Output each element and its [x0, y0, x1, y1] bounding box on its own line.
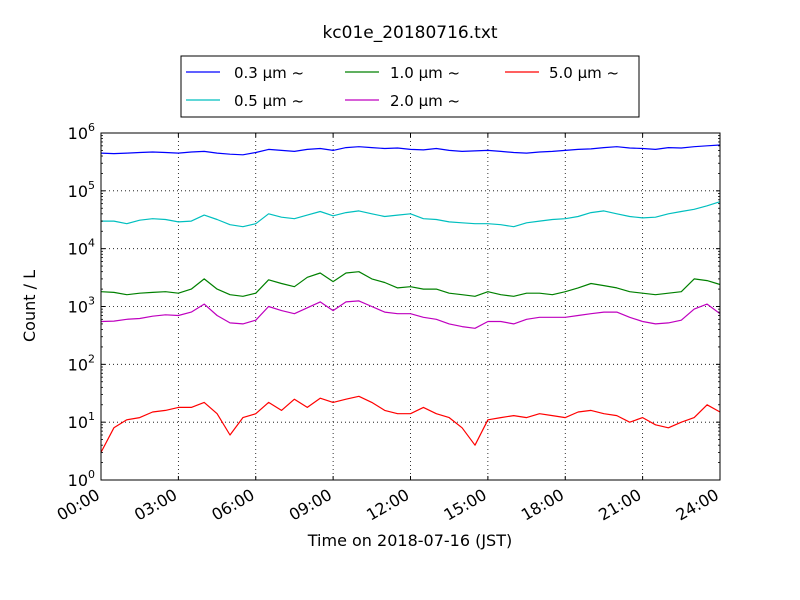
series-line-4 [100, 395, 721, 453]
y-tick-exponent: 5 [88, 179, 95, 192]
y-tick-base: 10 [68, 182, 88, 201]
legend-label: 1.0 μm ~ [390, 64, 460, 82]
y-tick-label: 101 [68, 410, 95, 432]
ticks [100, 132, 721, 481]
x-axis-label: Time on 2018-07-16 (JST) [307, 531, 512, 550]
legend-label: 0.3 μm ~ [234, 64, 304, 82]
legend-label: 2.0 μm ~ [390, 92, 460, 110]
legend: 0.3 μm ~ 0.5 μm ~ 1.0 μm ~ 2.0 μm ~ 5.0 μm ~ [180, 55, 640, 118]
y-tick-label: 103 [68, 295, 95, 317]
legend-box [180, 55, 640, 118]
legend-label: 5.0 μm ~ [549, 64, 619, 82]
y-tick-label: 106 [68, 121, 95, 143]
y-tick-label: 102 [68, 352, 95, 374]
y-tick-exponent: 6 [88, 121, 95, 134]
y-tick-base: 10 [68, 413, 88, 432]
y-tick-exponent: 0 [88, 468, 95, 481]
y-tick-exponent: 4 [88, 237, 95, 250]
series-line-0 [100, 144, 721, 156]
y-tick-exponent: 1 [88, 410, 95, 423]
y-tick-base: 10 [68, 355, 88, 374]
legend-label: 0.5 μm ~ [234, 92, 304, 110]
series-line-1 [101, 201, 721, 228]
series-line-3 [100, 300, 721, 329]
chart-title: kc01e_20180716.txt [322, 23, 497, 43]
series-layer [100, 144, 721, 453]
y-tick-base: 10 [68, 124, 88, 143]
y-tick-base: 10 [68, 471, 88, 490]
y-tick-label: 104 [68, 237, 95, 259]
y-tick-exponent: 3 [88, 295, 95, 308]
y-tick-base: 10 [68, 240, 88, 259]
y-tick-label: 100 [68, 468, 95, 490]
y-tick-base: 10 [68, 298, 88, 317]
y-tick-label: 105 [68, 179, 95, 201]
series-line-2 [100, 271, 721, 297]
y-tick-exponent: 2 [88, 352, 95, 365]
y-axis-label: Count / L [20, 270, 39, 342]
